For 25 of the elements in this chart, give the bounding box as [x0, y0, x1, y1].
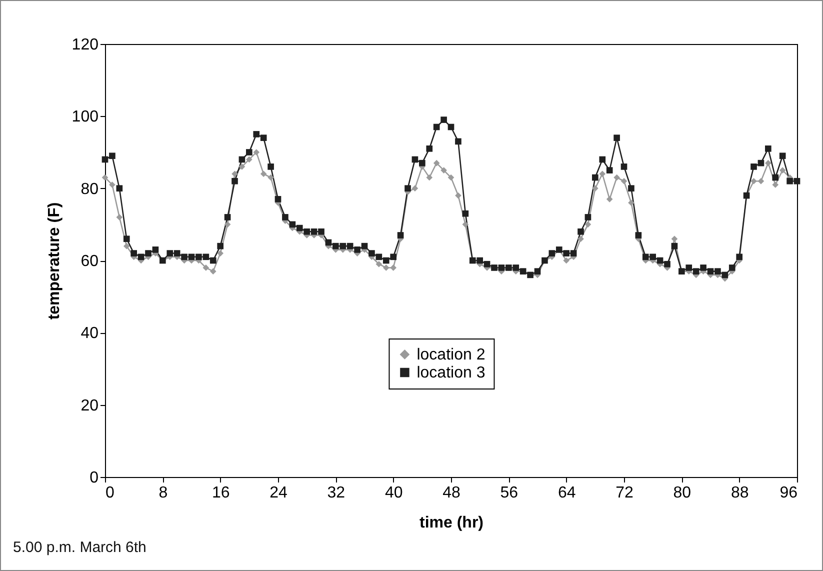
x-tick-label: 88	[730, 484, 749, 502]
x-tick-label: 24	[270, 484, 288, 502]
x-tick-label: 72	[616, 484, 634, 502]
x-tick-label: 40	[384, 484, 403, 502]
x-tick-label: 8	[158, 484, 168, 502]
x-axis-title: time (hr)	[420, 514, 484, 532]
x-tick-label: 64	[558, 484, 576, 502]
y-tick-label: 60	[80, 253, 99, 270]
y-tick-label: 0	[90, 470, 99, 486]
y-tick-label: 40	[80, 325, 99, 342]
text: 5.00 p.m. March 6th	[13, 539, 146, 556]
x-tick-label: 48	[442, 484, 460, 502]
x-tick-label: 32	[327, 484, 346, 502]
y-axis-title: temperature (F)	[46, 202, 63, 320]
y-tick-label: 20	[80, 397, 99, 414]
x-tick-label: 16	[212, 484, 230, 502]
y-tick-label: 120	[72, 36, 99, 54]
legend-label: location 2	[416, 346, 486, 364]
legend-label: location 3	[416, 364, 486, 382]
x-tick-label: 56	[500, 484, 518, 502]
y-tick-label: 80	[80, 180, 99, 198]
x-tick-label: 80	[673, 484, 692, 502]
y-tick-label: 100	[72, 108, 99, 126]
x-tick-label: 96	[780, 484, 798, 502]
x-tick-label: 0	[106, 484, 114, 502]
